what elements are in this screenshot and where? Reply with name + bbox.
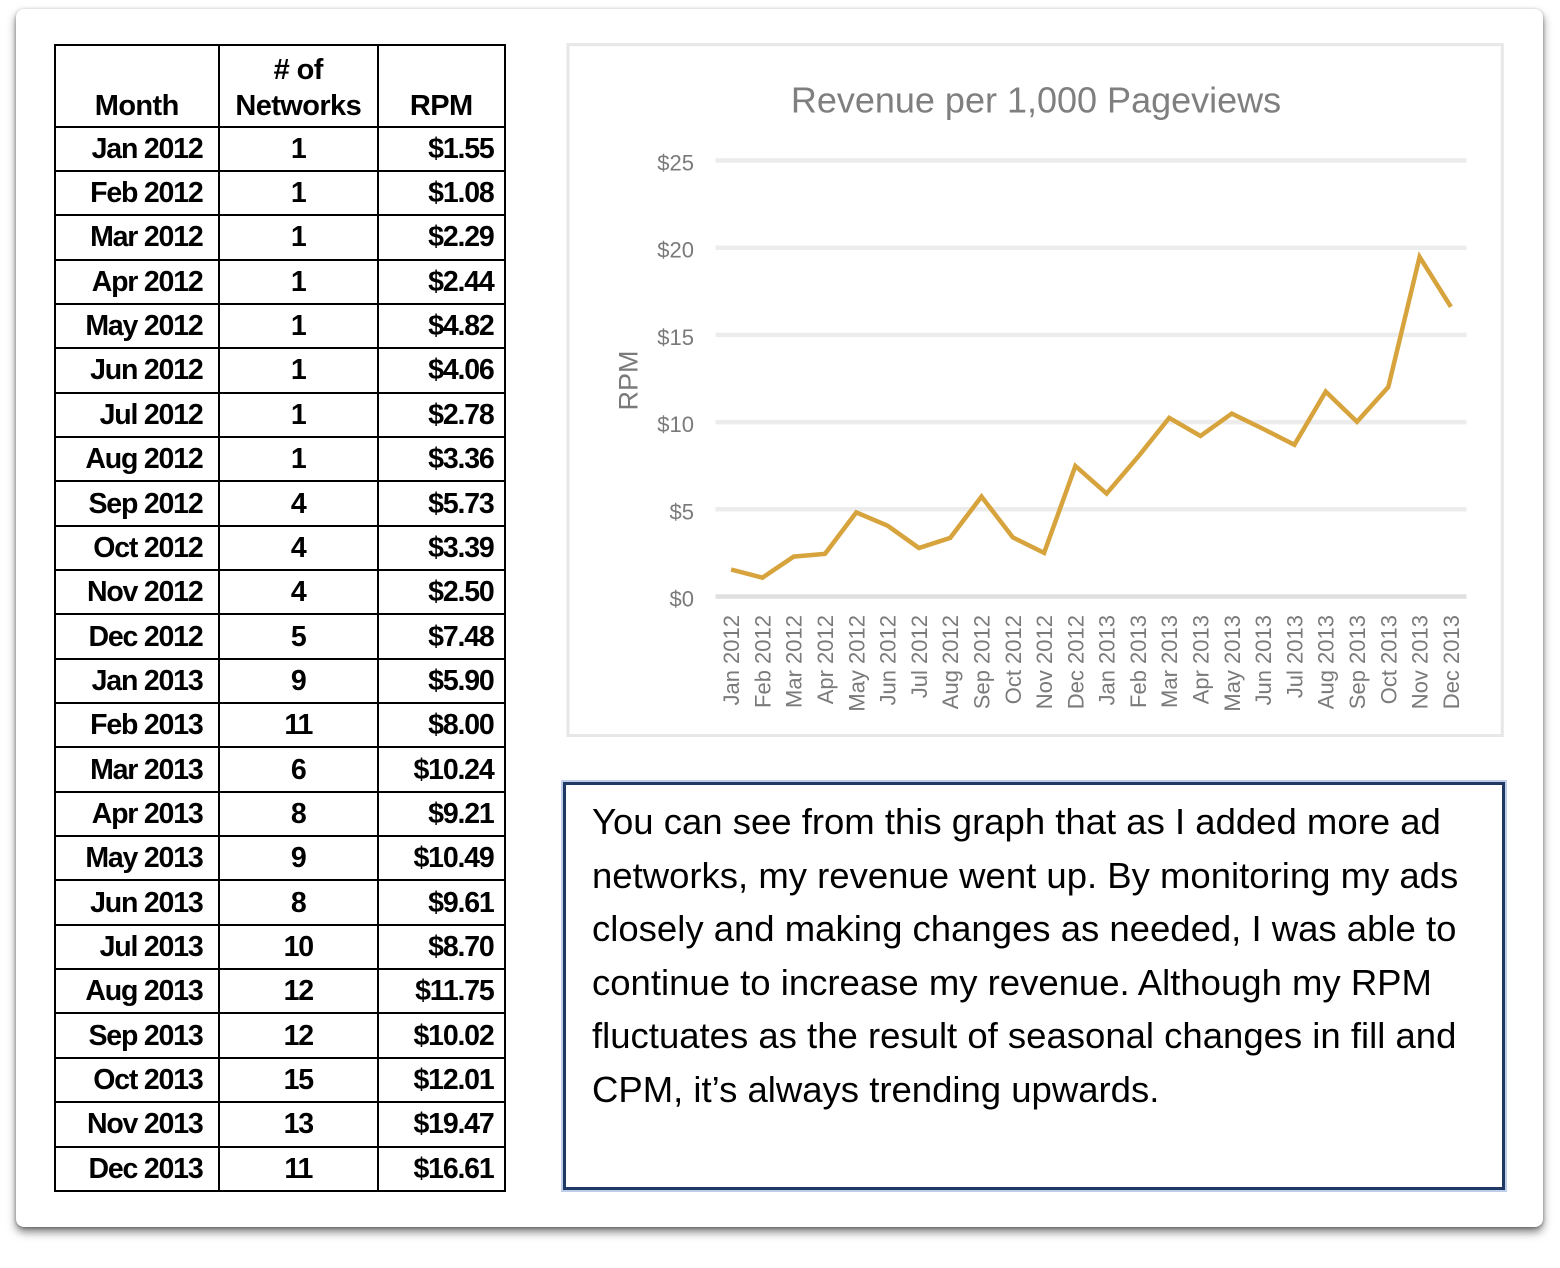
svg-text:Jan 2012: Jan 2012 [719,615,744,706]
svg-text:Sep 2013: Sep 2013 [1345,615,1370,709]
svg-text:Jun 2013: Jun 2013 [1251,615,1276,706]
svg-text:Feb 2012: Feb 2012 [750,615,775,708]
svg-text:Feb 2013: Feb 2013 [1126,615,1151,708]
svg-text:Aug 2013: Aug 2013 [1314,615,1339,709]
svg-text:May 2012: May 2012 [844,615,869,712]
svg-text:$0: $0 [670,587,694,612]
svg-text:Jul 2013: Jul 2013 [1282,615,1307,698]
svg-text:May 2013: May 2013 [1220,615,1245,712]
svg-text:Jul 2012: Jul 2012 [907,615,932,698]
svg-text:$25: $25 [657,151,694,176]
svg-text:$10: $10 [657,412,694,437]
svg-text:Oct 2013: Oct 2013 [1376,615,1401,704]
svg-text:Revenue per 1,000 Pageviews: Revenue per 1,000 Pageviews [791,79,1281,120]
svg-text:Mar 2012: Mar 2012 [782,615,807,708]
svg-text:Sep 2012: Sep 2012 [970,615,995,709]
svg-text:Apr 2013: Apr 2013 [1189,615,1214,704]
svg-text:RPM: RPM [614,351,644,411]
svg-text:Aug 2012: Aug 2012 [938,615,963,709]
svg-text:$15: $15 [657,325,694,350]
svg-text:Jun 2012: Jun 2012 [876,615,901,706]
svg-text:Mar 2013: Mar 2013 [1157,615,1182,708]
svg-text:Oct 2012: Oct 2012 [1001,615,1026,704]
svg-text:Apr 2012: Apr 2012 [813,615,838,704]
svg-text:Dec 2012: Dec 2012 [1063,615,1088,709]
svg-text:Dec 2013: Dec 2013 [1439,615,1464,709]
svg-text:$20: $20 [657,238,694,263]
svg-text:Nov 2013: Nov 2013 [1408,615,1433,709]
svg-text:$5: $5 [670,499,694,524]
svg-text:Nov 2012: Nov 2012 [1032,615,1057,709]
svg-text:Jan 2013: Jan 2013 [1095,615,1120,706]
